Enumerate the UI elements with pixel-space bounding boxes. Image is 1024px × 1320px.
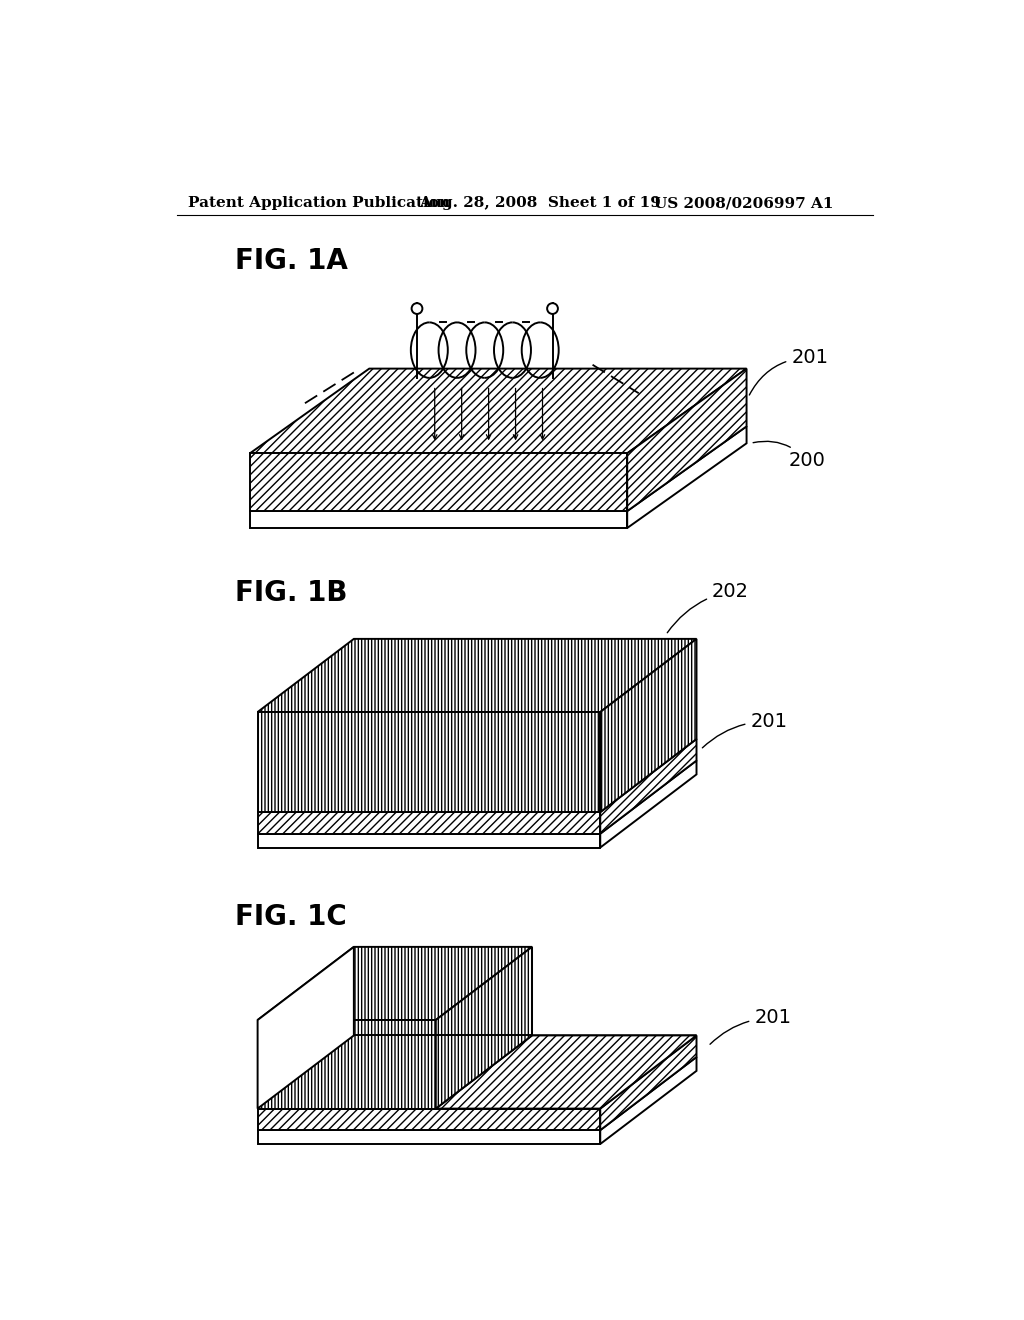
Text: US 2008/0206997 A1: US 2008/0206997 A1	[654, 197, 834, 210]
Text: 203: 203	[390, 954, 450, 1010]
Polygon shape	[258, 760, 696, 834]
Polygon shape	[436, 1035, 696, 1109]
Polygon shape	[258, 739, 696, 812]
Polygon shape	[258, 834, 600, 847]
Polygon shape	[600, 639, 696, 812]
Text: 201: 201	[710, 1008, 792, 1044]
Polygon shape	[250, 368, 746, 453]
Polygon shape	[600, 1035, 696, 1130]
Polygon shape	[258, 1130, 600, 1144]
Text: FIG. 1A: FIG. 1A	[234, 247, 347, 275]
Text: 200: 200	[753, 441, 825, 470]
Polygon shape	[258, 1057, 696, 1130]
Polygon shape	[258, 1020, 436, 1109]
Polygon shape	[600, 760, 696, 847]
Polygon shape	[250, 511, 628, 528]
Text: Patent Application Publication: Patent Application Publication	[188, 197, 451, 210]
Polygon shape	[258, 711, 600, 812]
Polygon shape	[628, 426, 746, 528]
Polygon shape	[600, 739, 696, 834]
Polygon shape	[436, 946, 532, 1109]
Circle shape	[412, 304, 422, 314]
Text: Aug. 28, 2008  Sheet 1 of 19: Aug. 28, 2008 Sheet 1 of 19	[419, 197, 662, 210]
Text: 202: 202	[668, 582, 749, 632]
Text: 201: 201	[702, 711, 787, 748]
Polygon shape	[628, 368, 746, 511]
Text: FIG. 1C: FIG. 1C	[234, 903, 346, 931]
Text: 201: 201	[750, 348, 828, 395]
Text: FIG. 1B: FIG. 1B	[234, 578, 347, 607]
Polygon shape	[258, 1035, 696, 1109]
Polygon shape	[600, 1057, 696, 1144]
Circle shape	[547, 304, 558, 314]
Polygon shape	[250, 426, 746, 511]
Polygon shape	[250, 453, 628, 511]
Polygon shape	[258, 946, 354, 1109]
Polygon shape	[258, 1109, 600, 1130]
Polygon shape	[258, 946, 532, 1020]
Polygon shape	[258, 812, 600, 834]
Polygon shape	[258, 639, 696, 711]
